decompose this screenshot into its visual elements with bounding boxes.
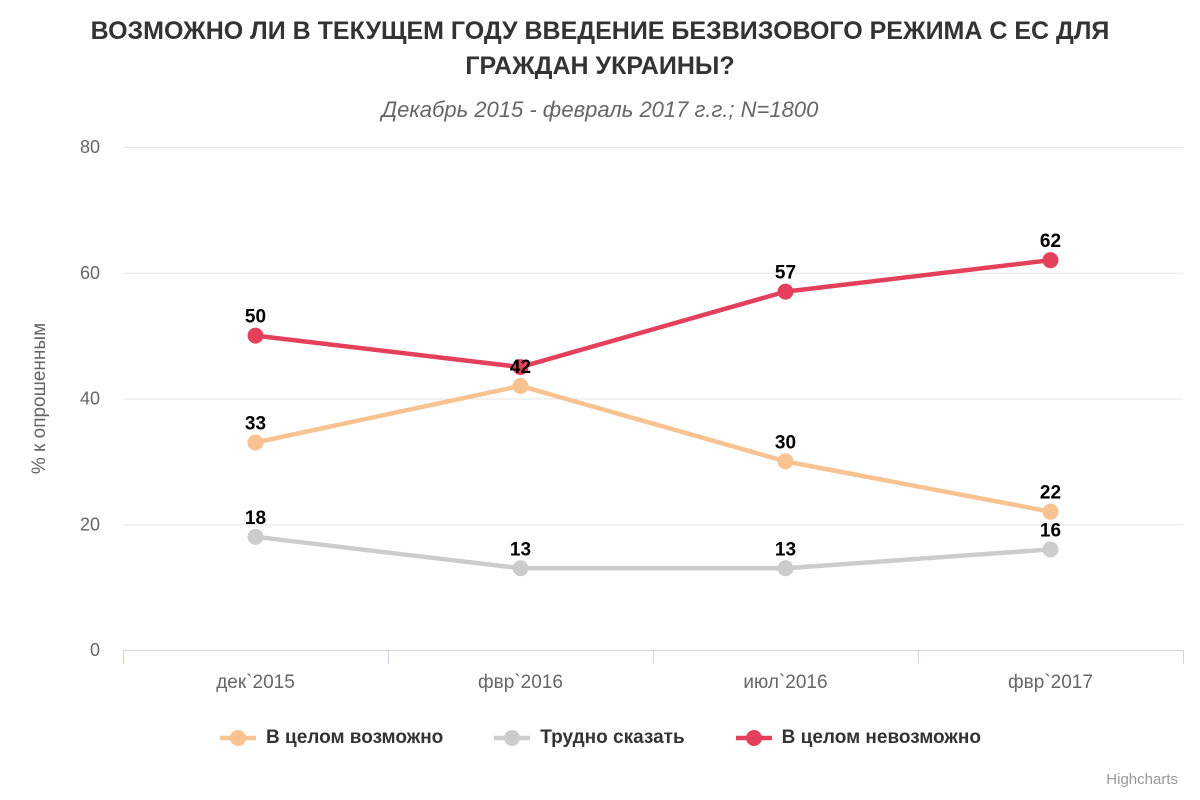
legend-marker-icon [494, 730, 531, 746]
chart-subtitle: Декабрь 2015 - февраль 2017 г.г.; N=1800 [381, 97, 819, 122]
series-line-1 [253, 534, 1053, 571]
data-label: 30 [775, 432, 796, 453]
legend-label: В целом невозможно [781, 727, 981, 748]
chart-header: ВОЗМОЖНО ЛИ В ТЕКУЩЕМ ГОДУ ВВЕДЕНИЕ БЕЗВ… [0, 14, 1200, 123]
legend-item[interactable]: В целом невозможно [735, 727, 981, 749]
data-label: 13 [510, 539, 531, 560]
y-tick-label: 80 [80, 137, 100, 157]
x-axis-label: фвр`2016 [478, 672, 563, 693]
x-axis-label: дек`2015 [216, 672, 295, 693]
legend-marker-icon [735, 730, 772, 746]
x-axis-label: фвр`2017 [1008, 672, 1093, 693]
y-axis-title: % к опрошенным [29, 323, 50, 474]
data-label: 62 [1040, 231, 1061, 252]
data-label: 13 [775, 539, 796, 560]
data-point[interactable] [512, 359, 529, 376]
series-line-2 [253, 257, 1053, 370]
data-point[interactable] [777, 283, 794, 300]
data-point[interactable] [1042, 541, 1059, 558]
y-tick-label: 40 [80, 389, 100, 409]
data-label: 50 [245, 307, 266, 328]
data-point[interactable] [247, 327, 264, 344]
legend-marker-icon [220, 730, 257, 746]
chart-title: ВОЗМОЖНО ЛИ В ТЕКУЩЕМ ГОДУ ВВЕДЕНИЕ БЕЗВ… [90, 17, 1110, 80]
legend-item[interactable]: Трудно сказать [493, 727, 685, 749]
data-point[interactable] [1042, 503, 1059, 520]
data-point[interactable] [512, 377, 529, 394]
data-label: 42 [510, 357, 531, 378]
data-point[interactable] [777, 453, 794, 470]
y-tick-label: 60 [80, 263, 100, 283]
data-label: 16 [1040, 520, 1061, 541]
data-label: 22 [1040, 483, 1061, 504]
data-point[interactable] [247, 528, 264, 545]
series-line-0 [253, 383, 1053, 514]
legend-item[interactable]: В целом возможно [219, 727, 443, 749]
x-axis-label: июл`2016 [743, 672, 827, 693]
legend-label: Трудно сказать [540, 727, 685, 748]
data-point[interactable] [247, 434, 264, 451]
y-tick-label: 20 [80, 514, 100, 534]
data-point[interactable] [1042, 252, 1059, 269]
legend-label: В целом возможно [266, 727, 444, 748]
data-label: 33 [245, 414, 266, 435]
highcharts-credit[interactable]: Highcharts [1106, 771, 1178, 788]
data-label: 18 [245, 508, 266, 529]
y-tick-label: 0 [90, 640, 100, 660]
data-point[interactable] [777, 560, 794, 577]
data-label: 57 [775, 263, 796, 284]
legend: В целом возможно Трудно сказать В целом не… [0, 727, 1200, 749]
data-point[interactable] [512, 560, 529, 577]
